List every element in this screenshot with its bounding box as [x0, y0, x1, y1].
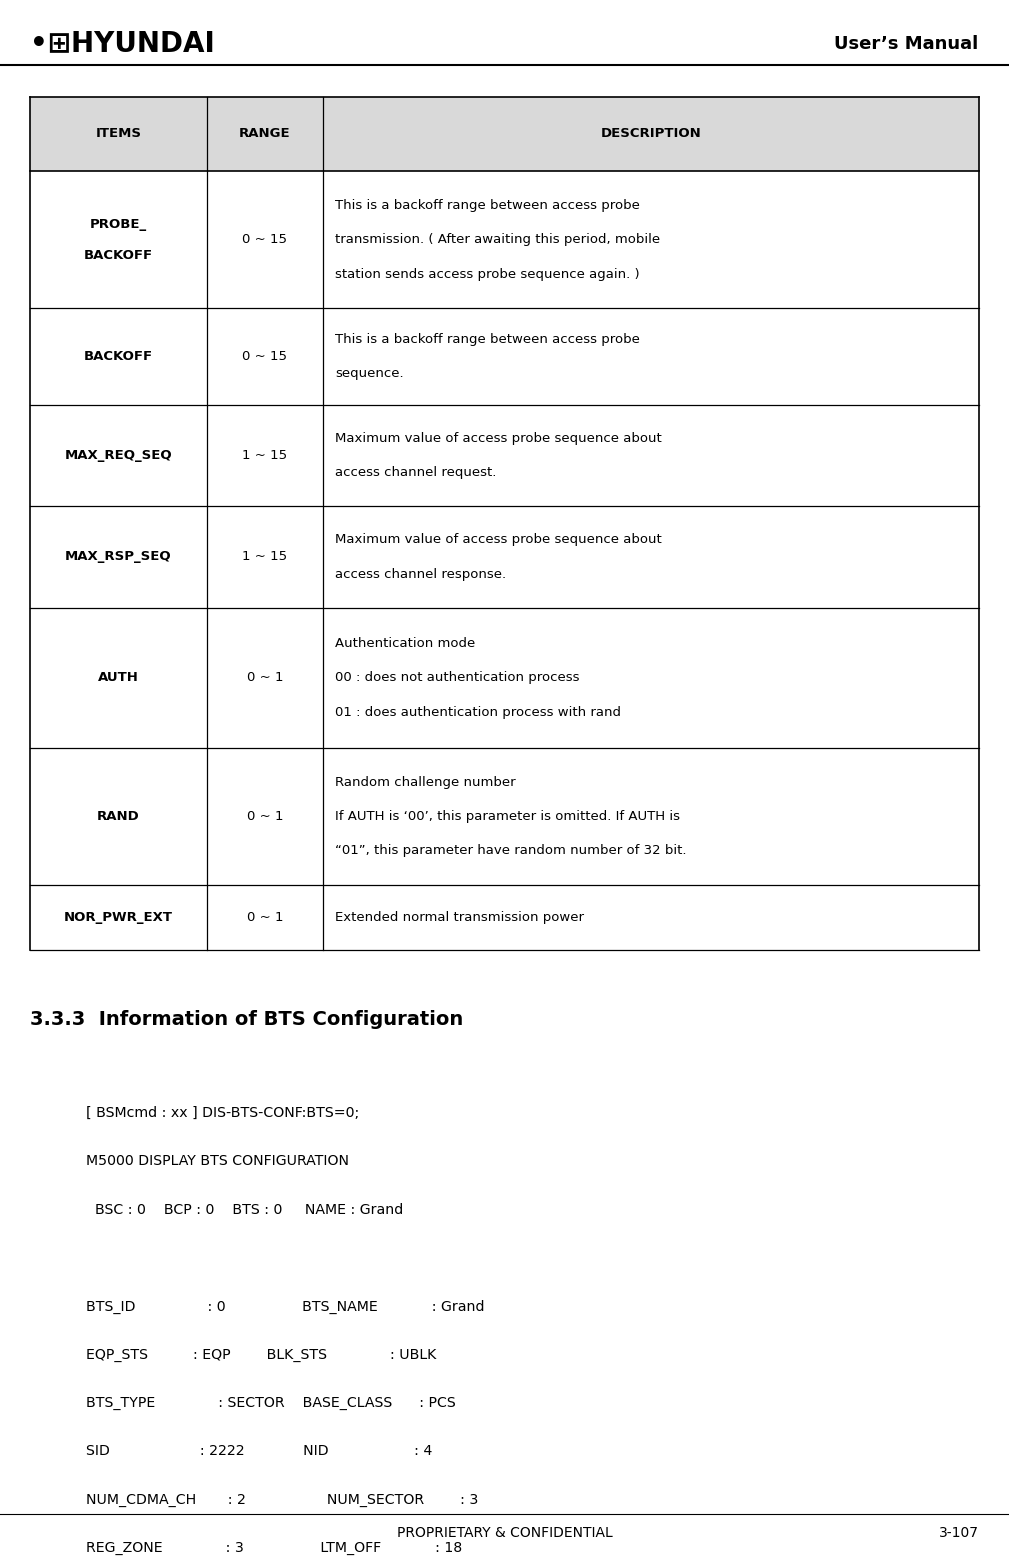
Text: AUTH: AUTH	[98, 671, 139, 684]
Text: EQP_STS          : EQP        BLK_STS              : UBLK: EQP_STS : EQP BLK_STS : UBLK	[86, 1348, 436, 1362]
Text: sequence.: sequence.	[335, 368, 404, 380]
Bar	[207, 97, 323, 171]
Text: 1 ~ 15: 1 ~ 15	[242, 550, 288, 564]
Text: access channel response.: access channel response.	[335, 567, 507, 581]
Text: PROBE_: PROBE_	[90, 218, 147, 231]
Text: RAND: RAND	[97, 810, 140, 823]
Text: NOR_PWR_EXT: NOR_PWR_EXT	[64, 911, 174, 924]
Text: Extended normal transmission power: Extended normal transmission power	[335, 911, 584, 924]
Text: station sends access probe sequence again. ): station sends access probe sequence agai…	[335, 268, 640, 280]
Bar	[323, 97, 979, 171]
Text: transmission. ( After awaiting this period, mobile: transmission. ( After awaiting this peri…	[335, 234, 660, 246]
Text: BTS_TYPE              : SECTOR    BASE_CLASS      : PCS: BTS_TYPE : SECTOR BASE_CLASS : PCS	[86, 1396, 455, 1410]
Text: REG_ZONE              : 3                 LTM_OFF            : 18: REG_ZONE : 3 LTM_OFF : 18	[86, 1541, 462, 1555]
Text: Random challenge number: Random challenge number	[335, 776, 516, 788]
Text: BACKOFF: BACKOFF	[84, 249, 153, 262]
Text: 00 : does not authentication process: 00 : does not authentication process	[335, 671, 579, 684]
Text: PROPRIETARY & CONFIDENTIAL: PROPRIETARY & CONFIDENTIAL	[397, 1527, 612, 1539]
Text: This is a backoff range between access probe: This is a backoff range between access p…	[335, 333, 640, 346]
Text: BSC : 0    BCP : 0    BTS : 0     NAME : Grand: BSC : 0 BCP : 0 BTS : 0 NAME : Grand	[86, 1203, 403, 1217]
Text: ITEMS: ITEMS	[96, 128, 141, 140]
Text: DESCRIPTION: DESCRIPTION	[600, 128, 701, 140]
Bar	[30, 97, 207, 171]
Text: User’s Manual: User’s Manual	[834, 34, 979, 53]
Text: Authentication mode: Authentication mode	[335, 637, 475, 650]
Text: Maximum value of access probe sequence about: Maximum value of access probe sequence a…	[335, 432, 662, 446]
Text: •⊞HYUNDAI: •⊞HYUNDAI	[30, 30, 215, 58]
Text: access channel request.: access channel request.	[335, 466, 496, 480]
Text: 0 ~ 15: 0 ~ 15	[242, 234, 288, 246]
Text: 1 ~ 15: 1 ~ 15	[242, 449, 288, 463]
Text: NUM_CDMA_CH       : 2                  NUM_SECTOR        : 3: NUM_CDMA_CH : 2 NUM_SECTOR : 3	[86, 1493, 478, 1507]
Text: SID                    : 2222             NID                   : 4: SID : 2222 NID : 4	[86, 1444, 432, 1458]
Text: 3-107: 3-107	[938, 1527, 979, 1539]
Text: This is a backoff range between access probe: This is a backoff range between access p…	[335, 199, 640, 212]
Text: [ BSMcmd : xx ] DIS-BTS-CONF:BTS=0;: [ BSMcmd : xx ] DIS-BTS-CONF:BTS=0;	[86, 1106, 359, 1120]
Text: 0 ~ 1: 0 ~ 1	[246, 810, 284, 823]
Text: Maximum value of access probe sequence about: Maximum value of access probe sequence a…	[335, 533, 662, 547]
Text: RANGE: RANGE	[239, 128, 291, 140]
Text: If AUTH is ‘00’, this parameter is omitted. If AUTH is: If AUTH is ‘00’, this parameter is omitt…	[335, 810, 680, 823]
Text: 3.3.3  Information of BTS Configuration: 3.3.3 Information of BTS Configuration	[30, 1010, 463, 1028]
Text: BTS_ID                : 0                 BTS_NAME            : Grand: BTS_ID : 0 BTS_NAME : Grand	[86, 1299, 484, 1313]
Text: 0 ~ 15: 0 ~ 15	[242, 351, 288, 363]
Text: 01 : does authentication process with rand: 01 : does authentication process with ra…	[335, 706, 621, 718]
Text: BACKOFF: BACKOFF	[84, 351, 153, 363]
Text: 0 ~ 1: 0 ~ 1	[246, 671, 284, 684]
Text: M5000 DISPLAY BTS CONFIGURATION: M5000 DISPLAY BTS CONFIGURATION	[86, 1154, 349, 1168]
Text: MAX_REQ_SEQ: MAX_REQ_SEQ	[65, 449, 173, 463]
Text: “01”, this parameter have random number of 32 bit.: “01”, this parameter have random number …	[335, 844, 686, 857]
Text: MAX_RSP_SEQ: MAX_RSP_SEQ	[66, 550, 172, 564]
Text: 0 ~ 1: 0 ~ 1	[246, 911, 284, 924]
